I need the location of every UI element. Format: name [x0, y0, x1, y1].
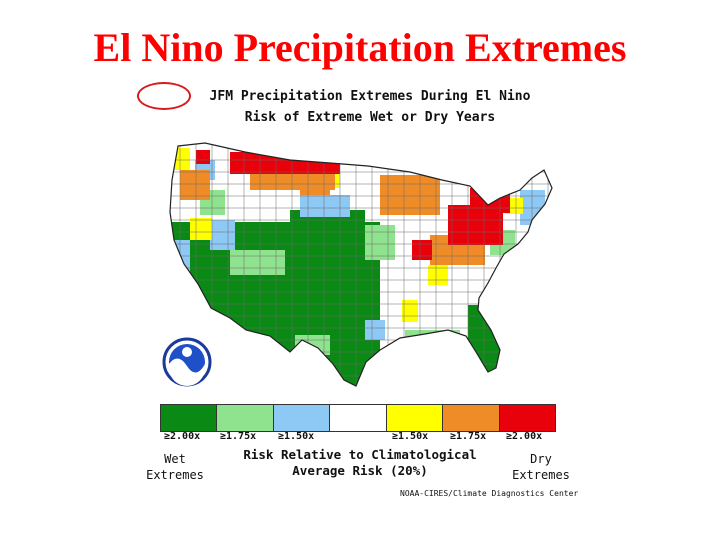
- legend-swatch-wet-weak: [273, 405, 331, 431]
- legend-labels: ≥2.00x ≥1.75x ≥1.50x ≥1.50x ≥1.75x ≥2.00…: [160, 431, 554, 445]
- legend-label-wet-weak: ≥1.50x: [278, 431, 315, 442]
- legend-label-wet-moderate: ≥1.75x: [220, 431, 257, 442]
- region-dry-strong: [196, 150, 210, 164]
- legend-swatch-wet-strong: [161, 405, 218, 431]
- legend-swatch-wet-moderate: [217, 405, 274, 431]
- legend-label-dry-weak: ≥1.50x: [392, 431, 429, 442]
- map-subtitle: Risk of Extreme Wet or Dry Years: [244, 110, 496, 125]
- season-highlight-circle: [137, 82, 191, 110]
- map-title-text: Precipitation Extremes During El Nino: [240, 89, 531, 104]
- region-wet-moderate: [365, 225, 395, 260]
- slide-title: El Nino Precipitation Extremes: [93, 25, 627, 70]
- legend-swatch-dry-weak: [386, 405, 444, 431]
- region-wet-moderate: [230, 250, 285, 275]
- region-dry-moderate: [180, 170, 210, 200]
- dry-extremes-label: Dry Extremes: [512, 452, 570, 482]
- region-wet-weak: [210, 220, 235, 250]
- region-dry-moderate: [300, 170, 330, 195]
- wet-extremes-label: Wet Extremes: [146, 452, 204, 482]
- legend-caption: Risk Relative to Climatological Average …: [243, 447, 477, 478]
- map-title: JFM Precipitation Extremes During El Nin…: [150, 86, 590, 128]
- region-wet-moderate: [405, 330, 460, 358]
- legend-label-dry-strong: ≥2.00x: [506, 431, 543, 442]
- legend-swatch-normal: [330, 405, 387, 431]
- region-wet-weak: [365, 320, 385, 340]
- noaa-logo: [162, 337, 212, 387]
- legend-color-bar: [160, 404, 556, 432]
- region-dry-moderate: [380, 175, 440, 215]
- region-dry-weak: [190, 218, 212, 240]
- region-wet-weak: [300, 195, 350, 217]
- legend-label-dry-moderate: ≥1.75x: [450, 431, 487, 442]
- region-dry-strong: [412, 240, 432, 260]
- legend-label-wet-strong: ≥2.00x: [164, 431, 201, 442]
- region-dry-weak: [402, 300, 418, 322]
- season-label: JFM: [209, 89, 234, 104]
- legend-swatch-dry-strong: [499, 405, 555, 431]
- legend-swatch-dry-moderate: [443, 405, 500, 431]
- credit-line: NOAA-CIRES/Climate Diagnostics Center: [400, 489, 579, 498]
